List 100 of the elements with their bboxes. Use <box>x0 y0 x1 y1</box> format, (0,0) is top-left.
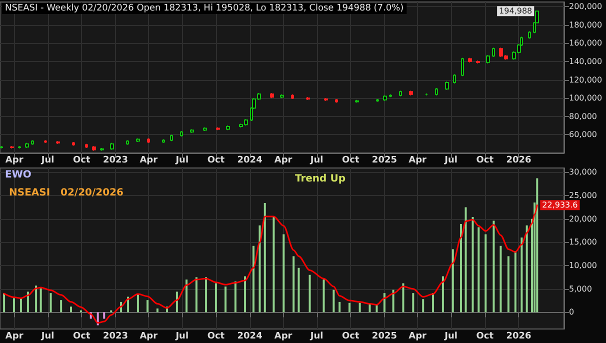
line-series <box>3 204 538 324</box>
candlestick <box>486 54 490 64</box>
chart-title: EWO <box>5 170 32 180</box>
bar <box>292 256 295 312</box>
y-tick-label: 10,000 <box>569 261 597 270</box>
x-tick-label: Oct <box>342 156 360 166</box>
candlestick <box>291 94 294 100</box>
x-tick-label: Jul <box>174 332 189 342</box>
candlestick <box>100 147 104 152</box>
x-tick-label: Apr <box>408 332 428 342</box>
bar <box>484 234 487 312</box>
x-tick-label: 2024 <box>237 156 262 166</box>
bar <box>272 217 275 312</box>
x-tick-label: Apr <box>5 332 24 342</box>
candlestick <box>376 98 379 102</box>
bar <box>308 274 311 312</box>
bar <box>252 246 254 312</box>
x-tick-label: Oct <box>207 156 226 166</box>
y-tick-label: 160,000 <box>569 38 602 48</box>
x-tick-label: 2026 <box>506 156 532 166</box>
bar <box>520 238 523 312</box>
bar <box>412 293 414 312</box>
candlestick <box>306 96 310 100</box>
bar <box>452 249 454 312</box>
candlestick <box>56 140 60 144</box>
candlestick <box>270 92 274 99</box>
bar <box>526 225 528 312</box>
x-tick-label: Jul <box>40 156 54 166</box>
candlestick <box>162 138 165 144</box>
x-tick-label: Oct <box>476 332 494 342</box>
bar <box>514 251 516 312</box>
annotation: Trend Up <box>295 174 346 184</box>
x-tick-label: Oct <box>73 156 92 166</box>
candlestick <box>226 125 230 131</box>
candlestick <box>10 146 14 149</box>
bar <box>338 302 341 312</box>
bar <box>402 283 404 312</box>
bar <box>358 302 361 312</box>
bar <box>472 217 474 312</box>
x-tick-label: 2025 <box>372 332 397 342</box>
candlestick <box>31 140 34 146</box>
bar <box>507 256 510 312</box>
x-tick-label: Jul <box>309 156 324 166</box>
bar <box>224 286 227 312</box>
bar <box>464 207 467 312</box>
x-tick-label: Oct <box>207 332 226 342</box>
bar <box>70 306 72 312</box>
text: NSEASI 02/20/2026 <box>9 188 124 198</box>
bar <box>26 292 29 312</box>
bar <box>348 302 351 312</box>
candlestick <box>72 142 75 146</box>
candlestick <box>18 146 21 149</box>
x-tick-label: 2024 <box>237 332 262 342</box>
candlestick <box>92 146 96 152</box>
candlestick <box>324 98 328 102</box>
x-tick-label: Oct <box>476 156 494 166</box>
bar <box>383 293 386 312</box>
candlestick <box>203 126 207 132</box>
bar <box>205 277 208 312</box>
x-tick-label: Jul <box>444 332 458 342</box>
x-tick-label: 2025 <box>372 156 397 166</box>
candlestick <box>445 81 449 90</box>
candlestick <box>280 94 284 99</box>
y-tick-label: 0 <box>569 308 574 317</box>
x-tick-label: Apr <box>274 156 293 166</box>
candlestick <box>190 128 194 134</box>
bar <box>392 290 394 312</box>
x-tick-label: 2023 <box>102 156 128 166</box>
bar <box>376 305 378 312</box>
bar <box>35 286 38 312</box>
candlestick <box>389 94 392 98</box>
candlestick <box>110 142 114 150</box>
x-tick-label: Apr <box>140 332 158 342</box>
bar <box>40 288 42 312</box>
x-tick-label: Jul <box>444 156 458 166</box>
x-tick-label: Jul <box>40 332 54 342</box>
candlestick <box>136 138 140 143</box>
x-tick-label: Jul <box>174 156 189 166</box>
bar <box>20 298 22 312</box>
bar <box>500 246 502 312</box>
bar <box>60 300 62 312</box>
bar <box>103 312 106 319</box>
candlestick <box>476 60 480 64</box>
chart-title: NSEASI - Weekly 02/20/2026 Open 182313, Hi 195028, Lo 182313, Close 194988 (7.0%) <box>5 4 404 14</box>
bar <box>176 292 178 312</box>
candlestick <box>355 99 359 104</box>
annotation: 194,988 <box>499 6 532 16</box>
candlestick <box>0 146 3 149</box>
candlestick <box>85 143 88 148</box>
x-tick-label: 2026 <box>506 332 532 342</box>
bar <box>460 224 462 312</box>
x-tick-label: Oct <box>342 332 360 342</box>
y-tick-label: 20,000 <box>569 214 597 224</box>
y-tick-label: 25,000 <box>569 191 597 200</box>
bar <box>156 308 158 312</box>
candlestick <box>44 140 47 144</box>
bar <box>146 300 149 312</box>
bar <box>258 225 261 312</box>
candlestick <box>180 130 183 138</box>
bar <box>3 293 6 312</box>
